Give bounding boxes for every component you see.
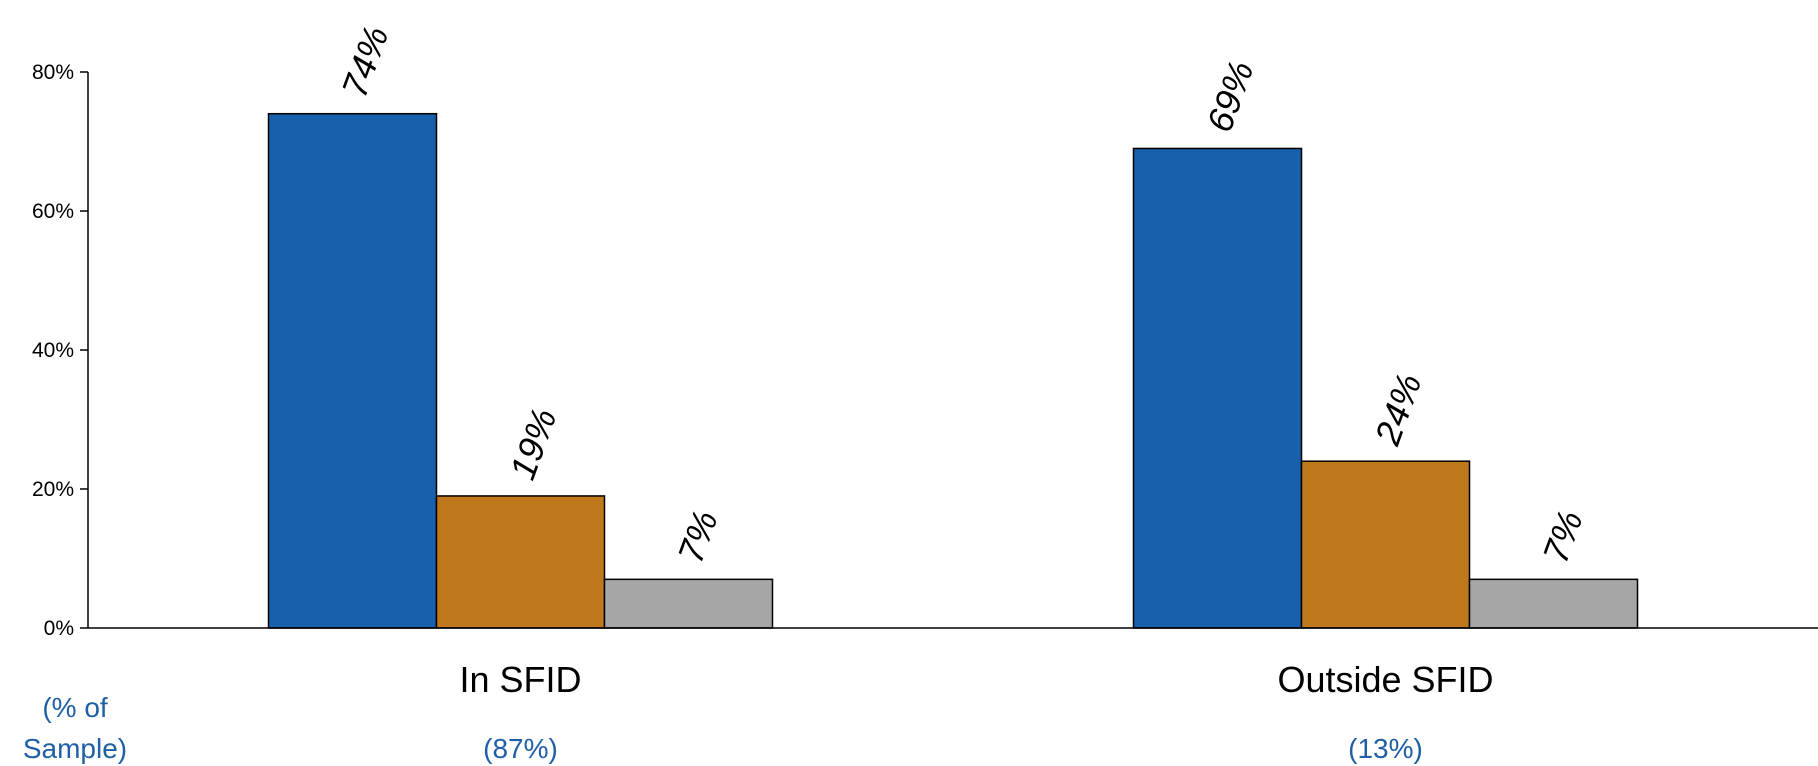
bar [1300, 460, 1471, 629]
bar-value-label: 69% [1198, 55, 1261, 137]
y-tick-label: 80% [32, 61, 74, 84]
sample-caption-line-1: (% of [42, 692, 108, 723]
bar-value-label: 7% [1534, 505, 1590, 568]
y-tick-label: 40% [32, 339, 74, 362]
category-sample-share: (13%) [1348, 733, 1423, 764]
bar [267, 112, 438, 629]
bar [1132, 147, 1303, 629]
bar [603, 578, 774, 629]
data-labels: 74% 19% 7% 69% 24% 7% [333, 21, 1590, 568]
bar-value-label: 19% [501, 403, 564, 485]
category-sample-share: (87%) [483, 733, 558, 764]
bar-value-label: 74% [333, 21, 396, 103]
sample-caption-line-2: Sample) [23, 733, 127, 764]
bar [1468, 578, 1639, 629]
x-axis: In SFID (87%) Outside SFID (13%) [88, 627, 1818, 764]
y-tick-label: 0% [44, 617, 74, 640]
y-tick-label: 60% [32, 200, 74, 223]
bar-value-label: 24% [1366, 368, 1430, 451]
bar-value-label: 7% [669, 505, 725, 568]
bars [267, 112, 1639, 629]
bar [435, 495, 606, 629]
category-label: Outside SFID [1277, 659, 1493, 700]
y-axis: 0% 20% 40% 60% 80% [32, 61, 89, 640]
category-label: In SFID [459, 659, 581, 700]
y-tick-label: 20% [32, 478, 74, 501]
